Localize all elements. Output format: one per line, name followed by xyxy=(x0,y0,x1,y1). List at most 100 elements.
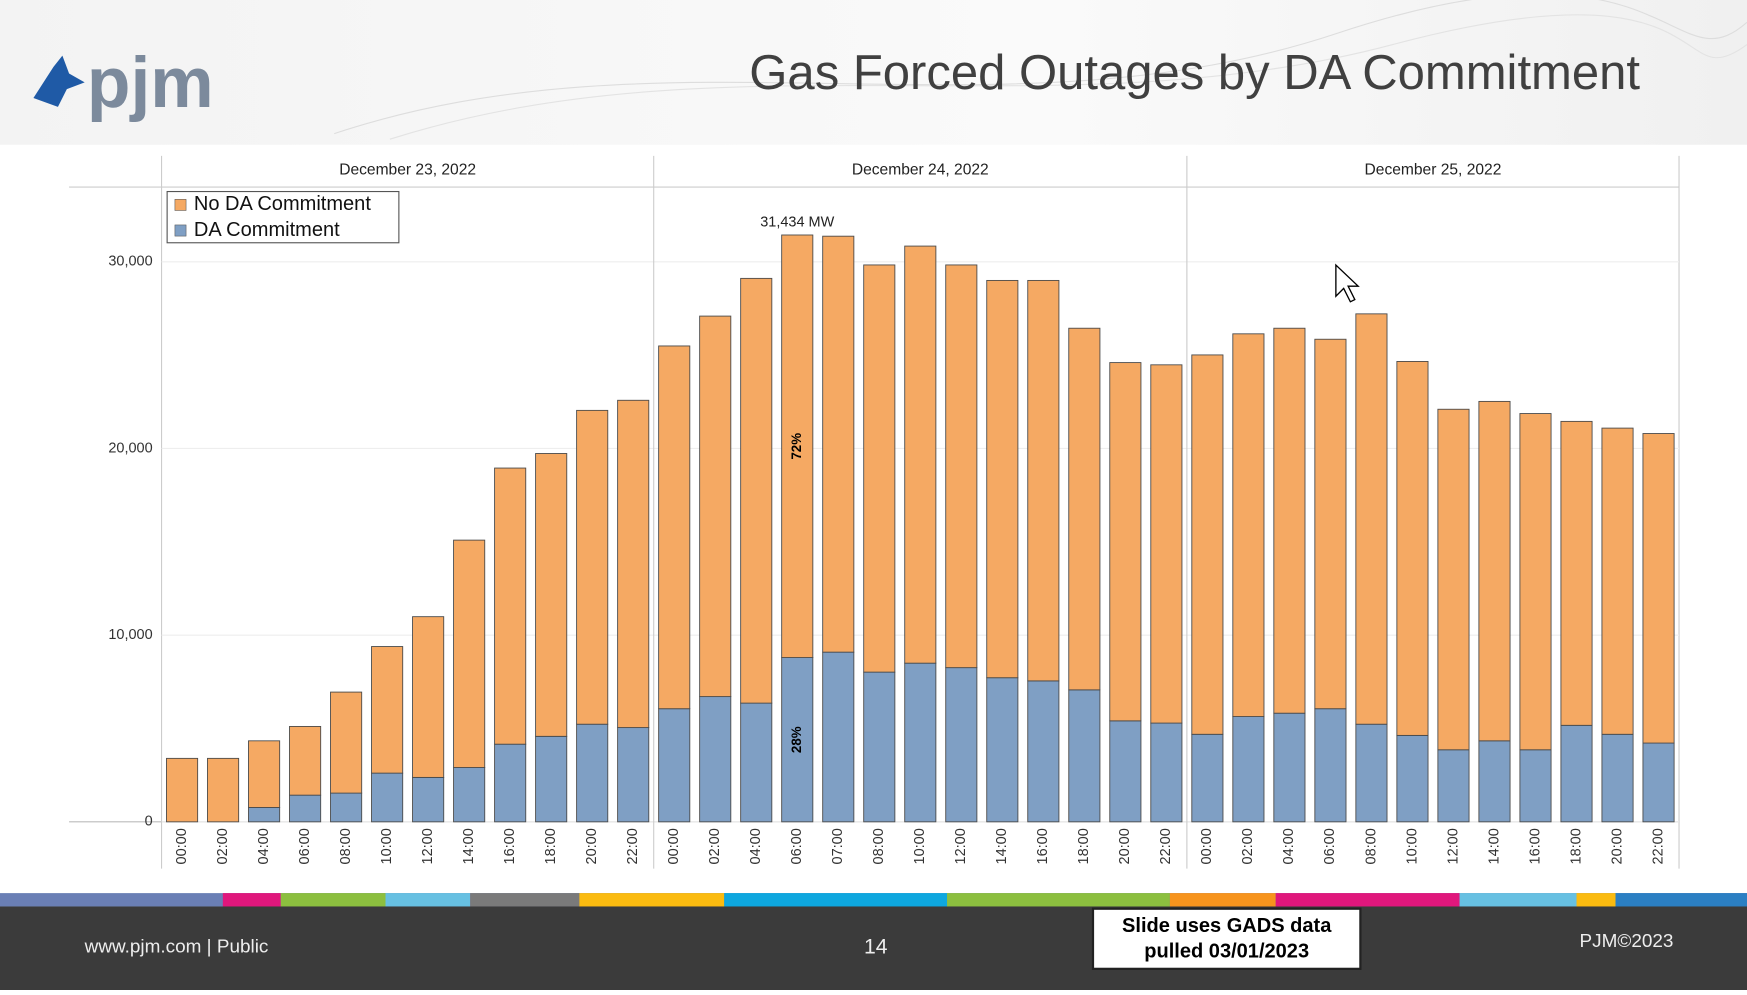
bar-segment xyxy=(781,657,814,823)
bar-segment xyxy=(494,467,527,745)
y-tick-label: 30,000 xyxy=(108,254,152,270)
note-text: pulled 03/01/2023 xyxy=(1144,940,1309,962)
footer-left: www.pjm.com | Public xyxy=(84,937,269,958)
bar-segment xyxy=(412,616,445,778)
bar-segment xyxy=(453,539,486,768)
footer xyxy=(0,906,1747,990)
x-tick-label: 04:00 xyxy=(256,828,272,864)
bar-segment xyxy=(1642,742,1675,823)
bar-segment xyxy=(740,702,773,823)
x-tick-label: 10:00 xyxy=(912,828,928,864)
stripe xyxy=(724,893,948,907)
x-tick-label: 02:00 xyxy=(707,828,723,864)
bar-segment xyxy=(863,264,896,673)
annotation: 31,434 MW xyxy=(760,215,834,231)
bar-segment xyxy=(822,651,855,823)
bar-segment xyxy=(658,345,691,710)
x-tick-label: 02:00 xyxy=(1240,828,1256,864)
bar-segment xyxy=(1273,327,1306,714)
bar-segment xyxy=(207,757,240,823)
bar-segment xyxy=(289,794,322,823)
x-tick-label: 18:00 xyxy=(1076,828,1092,864)
bar-segment xyxy=(494,743,527,823)
bar-segment xyxy=(166,757,199,823)
bar-segment xyxy=(1027,680,1060,823)
logo: pjm xyxy=(33,43,214,123)
bar-segment xyxy=(904,245,937,664)
stripe xyxy=(1576,893,1616,907)
bar-segment xyxy=(1478,400,1511,742)
bar-segment xyxy=(1150,722,1183,823)
x-tick-label: 22:00 xyxy=(1650,828,1666,864)
bar-segment xyxy=(371,772,404,823)
x-tick-label: 22:00 xyxy=(1158,828,1174,864)
bar-segment xyxy=(1027,279,1060,682)
stripe xyxy=(947,893,1170,907)
legend-box xyxy=(166,190,400,244)
x-tick-label: 00:00 xyxy=(666,828,682,864)
annotation: 72% xyxy=(789,433,804,460)
bar-segment xyxy=(781,234,814,658)
bar-segment xyxy=(1150,364,1183,724)
bar-segment xyxy=(740,277,773,704)
bar-segment xyxy=(330,691,363,794)
footer-right: PJM©2023 xyxy=(1580,931,1674,952)
group-label: December 23, 2022 xyxy=(339,162,476,179)
stripe xyxy=(222,893,281,907)
x-tick-label: 18:00 xyxy=(543,828,559,864)
bar-segment xyxy=(945,264,978,669)
bar-segment xyxy=(1314,338,1347,710)
bar-segment xyxy=(699,315,732,698)
x-tick-label: 07:00 xyxy=(830,828,846,864)
bar-segment xyxy=(248,740,281,808)
x-tick-label: 00:00 xyxy=(1199,828,1215,864)
bar-segment xyxy=(1601,733,1634,823)
x-tick-label: 16:00 xyxy=(502,828,518,864)
page-number: 14 xyxy=(864,935,888,958)
bar-segment xyxy=(535,453,568,737)
bar-segment xyxy=(1109,362,1142,722)
bar-segment xyxy=(699,696,732,823)
x-tick-label: 12:00 xyxy=(953,828,969,864)
x-tick-label: 10:00 xyxy=(379,828,395,864)
bar-segment xyxy=(1519,413,1552,751)
bar-segment xyxy=(1191,733,1224,823)
x-tick-label: 20:00 xyxy=(1117,828,1133,864)
x-tick-label: 06:00 xyxy=(297,828,313,864)
note-text: Slide uses GADS data xyxy=(1122,915,1332,937)
bar-segment xyxy=(330,792,363,823)
stripe xyxy=(579,893,725,907)
bar-segment xyxy=(1355,313,1388,725)
bar-segment xyxy=(371,646,404,774)
bar-segment xyxy=(1642,433,1675,744)
bar-segment xyxy=(248,807,281,823)
x-tick-label: 00:00 xyxy=(174,828,190,864)
x-tick-label: 08:00 xyxy=(871,828,887,864)
bar-segment xyxy=(1437,408,1470,751)
legend-label: DA Commitment xyxy=(194,219,340,241)
header-wave xyxy=(389,14,1747,140)
bar-segment xyxy=(576,409,609,725)
header-wave xyxy=(334,0,1747,135)
bar-segment xyxy=(1396,734,1429,823)
header-background xyxy=(0,0,1747,145)
y-tick-label: 10,000 xyxy=(108,627,152,643)
stripe xyxy=(470,893,580,907)
bar-segment xyxy=(1396,361,1429,736)
bar-segment xyxy=(1109,720,1142,823)
note-box xyxy=(1091,907,1362,970)
bar-segment xyxy=(1232,333,1265,717)
legend-swatch xyxy=(174,224,187,237)
x-tick-label: 20:00 xyxy=(1609,828,1625,864)
bar-segment xyxy=(617,399,650,729)
bar-segment xyxy=(1068,327,1101,691)
x-tick-label: 02:00 xyxy=(215,828,231,864)
x-tick-label: 12:00 xyxy=(420,828,436,864)
bar-segment xyxy=(412,776,445,823)
mouse-cursor xyxy=(1335,263,1360,303)
bar-segment xyxy=(1601,427,1634,735)
bar-segment xyxy=(289,725,322,796)
x-tick-label: 18:00 xyxy=(1568,828,1584,864)
x-tick-label: 06:00 xyxy=(1322,828,1338,864)
